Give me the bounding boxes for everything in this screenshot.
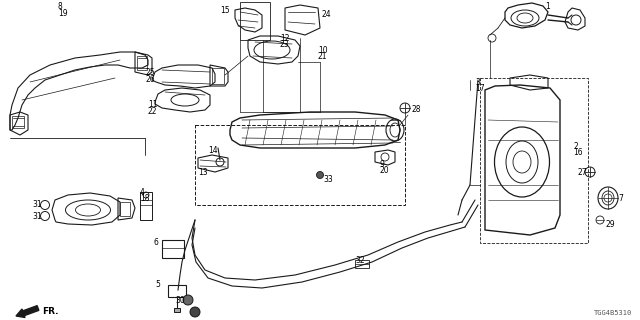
- Text: 3: 3: [475, 78, 480, 87]
- Text: 6: 6: [153, 238, 158, 247]
- Bar: [162, 240, 184, 258]
- Text: 17: 17: [475, 84, 484, 93]
- Text: 30: 30: [175, 296, 185, 305]
- Text: TGG4B5310: TGG4B5310: [594, 310, 632, 316]
- Text: 31: 31: [32, 200, 42, 209]
- Text: 14: 14: [208, 146, 218, 155]
- Text: 10: 10: [318, 46, 328, 55]
- Text: 16: 16: [573, 148, 582, 157]
- Text: 32: 32: [355, 256, 365, 265]
- Text: 20: 20: [380, 166, 390, 175]
- Text: 15: 15: [220, 6, 230, 15]
- Circle shape: [183, 295, 193, 305]
- Text: 1: 1: [545, 2, 550, 11]
- Text: FR.: FR.: [42, 308, 58, 316]
- Text: 25: 25: [145, 68, 155, 77]
- Circle shape: [190, 307, 200, 317]
- Bar: [140, 192, 152, 220]
- Text: 12: 12: [280, 34, 289, 43]
- Text: 5: 5: [155, 280, 160, 289]
- Bar: [195, 125, 405, 205]
- Bar: [137, 56, 147, 70]
- Text: 19: 19: [58, 9, 68, 18]
- Text: 33: 33: [323, 175, 333, 184]
- Text: 24: 24: [322, 10, 332, 19]
- Bar: [120, 202, 130, 216]
- Text: 2: 2: [573, 142, 578, 151]
- Bar: [355, 260, 369, 268]
- Text: 28: 28: [412, 105, 422, 114]
- Text: 22: 22: [148, 107, 157, 116]
- FancyArrow shape: [16, 306, 39, 317]
- Text: 18: 18: [140, 194, 150, 203]
- Text: 27: 27: [578, 168, 588, 177]
- Text: 21: 21: [318, 52, 328, 61]
- Text: 11: 11: [148, 100, 157, 109]
- Text: 4: 4: [140, 188, 145, 197]
- Text: 31: 31: [32, 212, 42, 221]
- Bar: [212, 68, 224, 84]
- Bar: [480, 78, 588, 243]
- Bar: [12, 116, 24, 128]
- Text: 23: 23: [280, 40, 290, 49]
- Bar: [174, 308, 180, 312]
- Text: 13: 13: [198, 168, 207, 177]
- Text: 26: 26: [145, 75, 155, 84]
- Text: 8: 8: [58, 2, 63, 11]
- Bar: [168, 285, 186, 297]
- Text: 9: 9: [380, 160, 385, 169]
- Bar: [240, 2, 270, 40]
- Text: 29: 29: [606, 220, 616, 229]
- Circle shape: [317, 172, 323, 179]
- Text: 7: 7: [618, 194, 623, 203]
